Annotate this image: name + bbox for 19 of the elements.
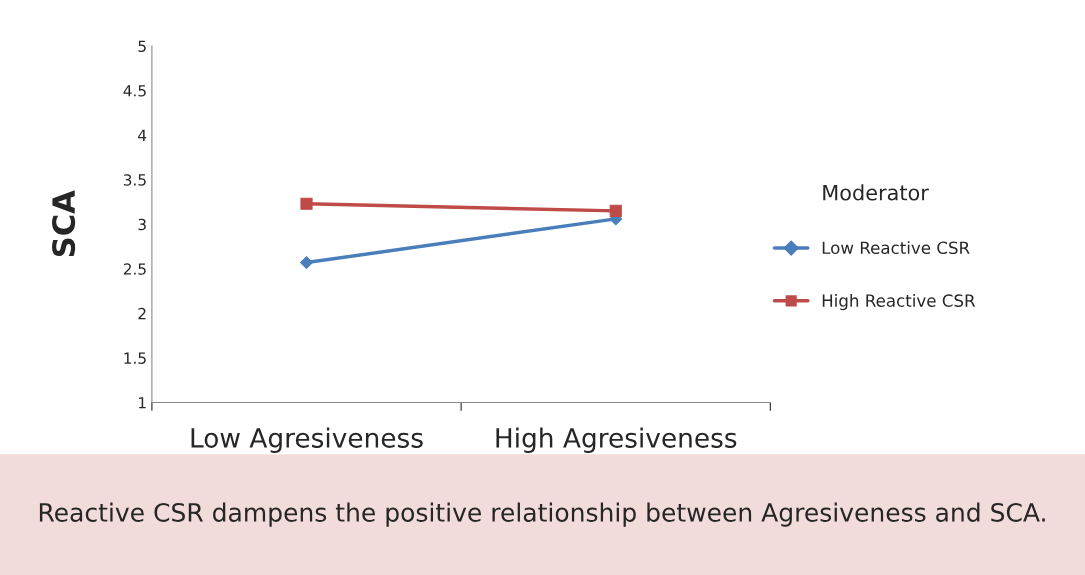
legend-label: Low Reactive CSR <box>822 241 970 255</box>
y-tick-label: 4.5 <box>123 85 146 97</box>
text: Reactive CSR dampens the positive relationship between Agresiveness and SCA. <box>39 502 1045 527</box>
y-tick-label: 3.5 <box>123 174 146 186</box>
point <box>300 256 313 269</box>
y-tick-label: 3 <box>138 218 146 231</box>
legend-title: Moderator <box>823 184 929 201</box>
y-tick-label: 1 <box>139 397 146 409</box>
y-axis-title: SCA <box>52 190 76 257</box>
point <box>609 204 622 217</box>
x-tick-label: Low Agresiveness <box>191 427 423 453</box>
y-tick-label: 2 <box>138 307 146 320</box>
point <box>300 197 313 210</box>
y-tick-label: 4 <box>138 129 147 141</box>
y-tick-label: 2.5 <box>123 263 146 275</box>
x-tick-label: High Agresiveness <box>496 427 737 453</box>
legend-label: High Reactive CSR <box>822 294 976 311</box>
y-tick-label: 1.5 <box>124 352 146 364</box>
y-tick-label: 5 <box>138 40 146 53</box>
